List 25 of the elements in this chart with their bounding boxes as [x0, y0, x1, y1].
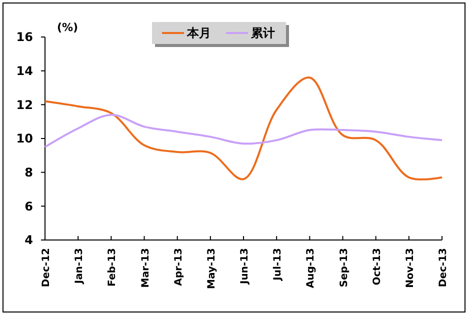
x-tick-label: Apr-13 — [173, 248, 184, 286]
x-tick-label: Mar-13 — [140, 248, 152, 288]
line-series — [44, 76, 443, 180]
y-tick-label: 6 — [24, 199, 33, 214]
legend-label: 累计 — [250, 26, 275, 40]
y-tick-label: 14 — [16, 64, 33, 78]
y-axis-title: (%) — [57, 21, 78, 34]
y-tick-label: 16 — [16, 30, 33, 44]
y-tick-label: 8 — [24, 166, 33, 180]
line-series — [44, 114, 443, 148]
y-tick-label: 10 — [16, 132, 33, 146]
x-tick-label: Jan-13 — [74, 248, 86, 285]
y-tick-label: 4 — [24, 233, 33, 248]
x-tick-label: Nov-13 — [404, 248, 416, 288]
x-tick-label: May-13 — [206, 248, 218, 289]
x-tick-label: Sep-13 — [338, 248, 350, 288]
y-tick-label: 12 — [16, 98, 33, 112]
x-tick-label: Jun-13 — [240, 248, 250, 286]
x-tick-label: Feb-13 — [107, 248, 118, 286]
x-tick-label: Oct-13 — [372, 248, 383, 286]
legend-label: 本月 — [186, 26, 211, 40]
x-tick-label: Dec-13 — [438, 248, 449, 288]
x-tick-label: Aug-13 — [306, 248, 317, 288]
x-tick-label: Jul-13 — [272, 248, 284, 282]
x-tick-label: Dec-12 — [41, 248, 52, 288]
